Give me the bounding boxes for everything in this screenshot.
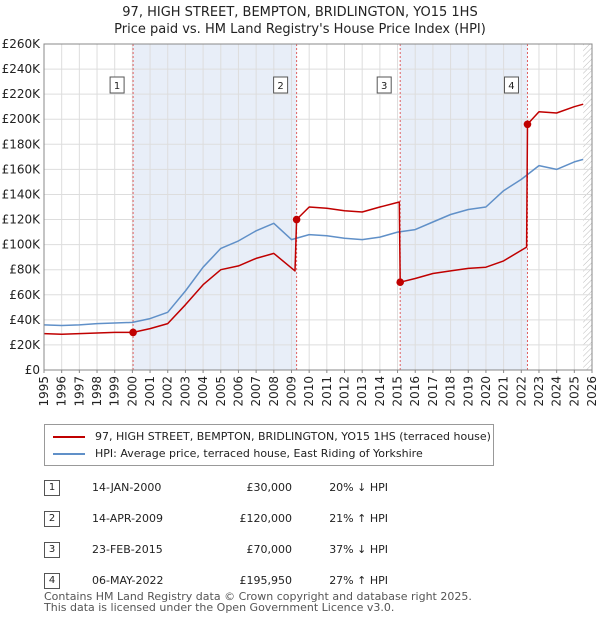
x-tick-label: 2024	[550, 376, 564, 407]
x-tick-label: 2020	[479, 376, 493, 407]
sale-1-badge-label: 1	[114, 81, 120, 92]
sale-price: £195,950	[239, 574, 293, 587]
x-tick-label: 1999	[108, 376, 122, 407]
x-tick-label: 2002	[161, 376, 175, 407]
x-tick-label: 2023	[532, 376, 546, 407]
x-tick-label: 2017	[426, 376, 440, 407]
sale-1-badge	[109, 76, 125, 94]
x-tick-label: 1997	[72, 376, 86, 407]
x-tick-label: 2001	[143, 376, 157, 407]
y-tick-label: £140K	[2, 187, 42, 201]
sale-price: £30,000	[246, 481, 293, 494]
plot-frame	[43, 43, 593, 371]
x-tick-label: 2004	[196, 376, 210, 407]
legend-swatch-hpi	[53, 453, 85, 455]
legend-swatch-property	[53, 436, 85, 438]
legend-label-hpi: HPI: Average price, terraced house, East…	[95, 447, 423, 460]
sale-hpi-diff: 27% ↑ HPI	[329, 574, 388, 587]
x-tick-label: 2019	[461, 376, 475, 407]
legend: 97, HIGH STREET, BEMPTON, BRIDLINGTON, Y…	[44, 424, 494, 466]
y-tick-label: £100K	[2, 238, 42, 252]
x-tick-label: 2008	[267, 376, 281, 407]
x-tick-label: 2009	[284, 376, 298, 407]
sale-3-badge	[376, 76, 392, 94]
ownership-span-1	[133, 44, 297, 370]
x-tick-label: 1995	[37, 376, 51, 407]
x-tick-label: 2013	[355, 376, 369, 407]
x-tick-label: 2015	[391, 376, 405, 407]
y-tick-label: £200K	[2, 112, 42, 126]
sale-number-badge: 1	[44, 479, 60, 496]
x-tick-label: 2016	[408, 376, 422, 407]
sale-price: £120,000	[239, 512, 293, 525]
x-tick-label: 2000	[125, 376, 139, 407]
sale-4-point	[523, 120, 532, 129]
x-tick-label: 2026	[585, 376, 599, 407]
sale-hpi-diff: 21% ↑ HPI	[329, 512, 388, 525]
y-tick-label: £0	[25, 363, 40, 377]
footer-attribution: Contains HM Land Registry data © Crown c…	[44, 591, 472, 613]
legend-label-property: 97, HIGH STREET, BEMPTON, BRIDLINGTON, Y…	[95, 430, 491, 443]
ownership-span-2	[400, 44, 528, 370]
chart-title-line2: Price paid vs. HM Land Registry's House …	[114, 22, 486, 37]
sale-2-badge-label: 2	[277, 81, 283, 92]
sale-date: 23-FEB-2015	[92, 543, 163, 556]
sale-3-badge-label: 3	[381, 81, 387, 92]
series-line-hpi	[43, 158, 584, 327]
sale-date: 14-APR-2009	[92, 512, 164, 525]
sale-date: 14-JAN-2000	[92, 481, 162, 494]
sale-number-badge: 2	[44, 510, 60, 527]
x-tick-label: 2022	[514, 376, 528, 407]
y-tick-label: £40K	[9, 313, 41, 327]
chart-title-line1: 97, HIGH STREET, BEMPTON, BRIDLINGTON, Y…	[122, 5, 478, 20]
y-tick-label: £240K	[2, 62, 42, 76]
sale-4-badge-label: 4	[508, 81, 514, 92]
x-tick-label: 2003	[178, 376, 192, 407]
price-chart: 1 2 3 4 £0 £20K £40K £60K £80K £100K £120K £140K £1…	[2, 37, 599, 407]
y-tick-label: £80K	[9, 263, 41, 277]
x-tick-label: 1996	[55, 376, 69, 407]
sale-3-point	[396, 278, 405, 287]
x-tick-label: 2005	[214, 376, 228, 407]
chart-title: 97, HIGH STREET, BEMPTON, BRIDLINGTON, Y…	[0, 4, 600, 38]
table-row: 3 23-FEB-2015 £70,000 37% ↓ HPI	[44, 534, 388, 565]
x-tick-label: 2012	[338, 376, 352, 407]
y-tick-label: £60K	[9, 288, 41, 302]
y-tick-label: £20K	[9, 338, 41, 352]
sale-number-badge: 4	[44, 572, 60, 589]
sales-table: 1 14-JAN-2000 £30,000 20% ↓ HPI 2 14-APR…	[44, 472, 388, 596]
sale-hpi-diff: 37% ↓ HPI	[329, 543, 388, 556]
x-tick-label: 2021	[497, 376, 511, 407]
sale-2-point	[292, 215, 301, 224]
sale-1-point	[129, 328, 137, 337]
x-tick-label: 2010	[302, 376, 316, 407]
future-hatch-region	[583, 44, 592, 370]
sale-price: £70,000	[246, 543, 293, 556]
sale-date: 06-MAY-2022	[92, 574, 164, 587]
x-tick-label: 2014	[373, 376, 387, 407]
x-tick-label: 2006	[231, 376, 245, 407]
series-line-property	[43, 103, 584, 336]
y-tick-label: £180K	[2, 137, 42, 151]
x-tick-label: 2007	[249, 376, 263, 407]
sale-hpi-diff: 20% ↓ HPI	[329, 481, 388, 494]
table-row: 1 14-JAN-2000 £30,000 20% ↓ HPI	[44, 472, 388, 503]
table-row: 4 06-MAY-2022 £195,950 27% ↑ HPI	[44, 565, 388, 596]
sale-number-badge: 3	[44, 541, 60, 558]
x-tick-label: 2011	[320, 376, 334, 407]
footer-line2: This data is licensed under the Open Gov…	[44, 601, 395, 614]
x-tick-label: 1998	[90, 376, 104, 407]
x-tick-label: 2018	[444, 376, 458, 407]
x-tick-label: 2025	[567, 376, 581, 407]
footer-line1: Contains HM Land Registry data © Crown c…	[44, 590, 472, 603]
sale-4-badge	[503, 76, 519, 94]
y-tick-label: £160K	[2, 162, 42, 176]
y-tick-label: £260K	[2, 37, 42, 51]
y-tick-label: £120K	[2, 213, 42, 227]
table-row: 2 14-APR-2009 £120,000 21% ↑ HPI	[44, 503, 388, 534]
y-tick-label: £220K	[2, 87, 42, 101]
sale-2-badge	[273, 76, 289, 94]
